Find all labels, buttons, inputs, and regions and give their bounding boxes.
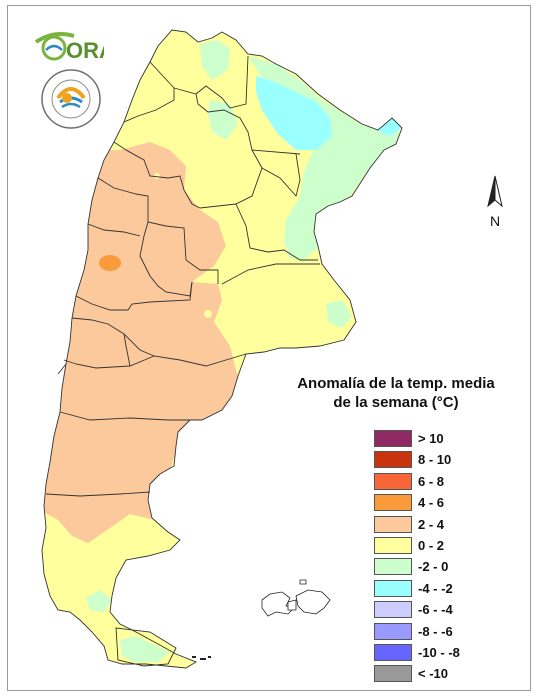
legend-label: 8 - 10 (418, 452, 452, 468)
legend-items: > 10 8 - 10 6 - 8 4 - 6 2 - 4 0 - 2 -2 - 0 -4 -… (296, 428, 496, 685)
legend-label: 0 - 2 (418, 537, 445, 553)
legend-item: > 10 (374, 428, 496, 449)
north-arrow-icon: N (480, 172, 510, 230)
legend-item: -6 - -4 (374, 599, 496, 620)
legend-item: 8 - 10 (374, 449, 496, 470)
legend-label: < -10 (418, 666, 448, 682)
legend-label: 6 - 8 (418, 473, 445, 489)
legend-label: > 10 (418, 431, 444, 446)
legend-label: 4 - 6 (418, 495, 445, 511)
legend-swatch (374, 472, 412, 490)
smn-seal-icon (40, 68, 102, 130)
legend: Anomalía de la temp. media de la semana … (296, 374, 496, 685)
north-label: N (490, 213, 500, 229)
legend-swatch (374, 601, 412, 619)
legend-label: -4 - -2 (418, 580, 453, 596)
legend-label: -2 - 0 (418, 559, 449, 575)
legend-swatch (374, 643, 412, 661)
legend-item: -8 - -6 (374, 621, 496, 642)
legend-title: Anomalía de la temp. media de la semana … (296, 374, 496, 412)
legend-swatch (374, 579, 412, 597)
legend-item: 2 - 4 (374, 514, 496, 535)
legend-label: -6 - -4 (418, 602, 453, 618)
legend-item: -10 - -8 (374, 642, 496, 663)
legend-item: 4 - 6 (374, 492, 496, 513)
legend-item: 0 - 2 (374, 535, 496, 556)
ora-logo-text: ORA (66, 38, 104, 62)
legend-swatch (374, 558, 412, 576)
ora-logo: ORA (34, 28, 115, 63)
legend-item: 6 - 8 (374, 471, 496, 492)
legend-title-line2: de la semana (°C) (333, 394, 459, 411)
legend-swatch (374, 622, 412, 640)
legend-label: 2 - 4 (418, 516, 445, 532)
legend-item: -2 - 0 (374, 556, 496, 577)
legend-swatch (374, 515, 412, 533)
legend-swatch (374, 665, 412, 683)
legend-swatch (374, 451, 412, 469)
legend-swatch (374, 494, 412, 512)
legend-item: -4 - -2 (374, 578, 496, 599)
legend-swatch (374, 430, 412, 447)
legend-swatch (374, 536, 412, 554)
malvinas-islands (261, 579, 331, 617)
legend-label: -10 - -8 (418, 644, 460, 660)
legend-label: -8 - -6 (418, 623, 453, 639)
legend-title-line1: Anomalía de la temp. media (297, 375, 495, 392)
legend-item: < -10 (374, 663, 496, 684)
